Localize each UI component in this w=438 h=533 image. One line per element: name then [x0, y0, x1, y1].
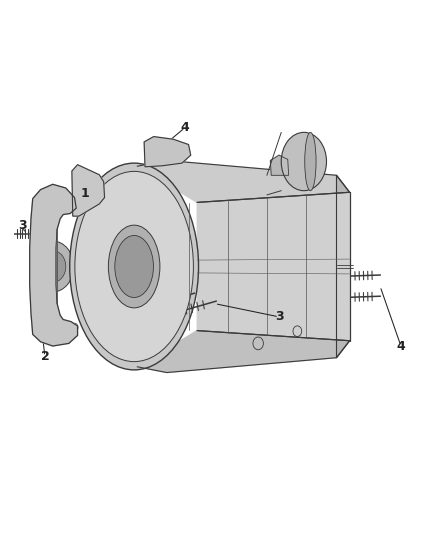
Ellipse shape — [108, 225, 160, 308]
Ellipse shape — [75, 172, 194, 361]
Polygon shape — [138, 160, 350, 203]
Text: 3: 3 — [18, 219, 27, 232]
Ellipse shape — [70, 163, 198, 370]
Circle shape — [40, 251, 66, 282]
Polygon shape — [72, 165, 105, 216]
Polygon shape — [270, 155, 289, 175]
Circle shape — [32, 241, 74, 292]
Polygon shape — [30, 184, 78, 346]
Ellipse shape — [281, 132, 326, 191]
Ellipse shape — [115, 236, 153, 297]
Polygon shape — [144, 136, 191, 167]
Polygon shape — [197, 192, 350, 341]
Circle shape — [297, 154, 311, 169]
Polygon shape — [336, 175, 350, 358]
Circle shape — [155, 146, 166, 159]
Text: 3: 3 — [275, 310, 283, 324]
Ellipse shape — [305, 132, 316, 191]
Text: 1: 1 — [81, 187, 90, 200]
Text: 2: 2 — [41, 350, 49, 363]
Polygon shape — [138, 330, 350, 373]
Text: 4: 4 — [396, 340, 405, 352]
Text: 4: 4 — [181, 121, 189, 134]
